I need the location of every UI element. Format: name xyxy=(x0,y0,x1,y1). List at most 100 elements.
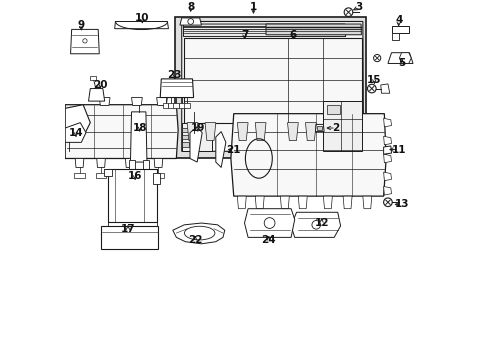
Polygon shape xyxy=(255,123,265,140)
Bar xyxy=(163,103,168,108)
Polygon shape xyxy=(215,132,225,167)
Polygon shape xyxy=(383,136,391,145)
Circle shape xyxy=(373,54,380,62)
Text: 1: 1 xyxy=(249,2,257,12)
Polygon shape xyxy=(190,127,202,162)
Polygon shape xyxy=(280,196,289,209)
Circle shape xyxy=(367,84,375,93)
Polygon shape xyxy=(298,196,306,209)
Polygon shape xyxy=(255,196,264,209)
Text: 14: 14 xyxy=(68,128,83,138)
Polygon shape xyxy=(130,112,147,162)
Polygon shape xyxy=(88,89,104,101)
Polygon shape xyxy=(104,168,112,176)
Bar xyxy=(168,103,174,108)
Bar xyxy=(184,103,190,108)
Text: 4: 4 xyxy=(394,15,402,26)
Polygon shape xyxy=(124,173,135,178)
Circle shape xyxy=(82,39,87,43)
Text: 23: 23 xyxy=(167,70,182,80)
Text: 5: 5 xyxy=(398,58,405,68)
Polygon shape xyxy=(154,158,163,167)
Polygon shape xyxy=(131,98,142,105)
Bar xyxy=(182,135,188,139)
Polygon shape xyxy=(160,79,193,98)
Polygon shape xyxy=(74,173,85,178)
Text: 18: 18 xyxy=(132,123,147,133)
Polygon shape xyxy=(287,123,298,140)
Polygon shape xyxy=(391,33,398,40)
Bar xyxy=(101,226,158,249)
Text: 3: 3 xyxy=(355,2,362,12)
Text: 2: 2 xyxy=(332,123,339,133)
Text: 7: 7 xyxy=(240,30,248,40)
Polygon shape xyxy=(182,123,212,151)
Polygon shape xyxy=(230,114,386,196)
Text: 9: 9 xyxy=(78,20,85,30)
Text: 16: 16 xyxy=(128,171,142,181)
Bar xyxy=(173,103,179,108)
Polygon shape xyxy=(65,123,86,142)
Text: 19: 19 xyxy=(190,123,204,133)
Polygon shape xyxy=(97,158,105,167)
Bar xyxy=(326,105,339,114)
Text: 12: 12 xyxy=(314,218,328,228)
Polygon shape xyxy=(315,125,324,132)
Polygon shape xyxy=(180,18,201,25)
Text: 17: 17 xyxy=(121,225,135,234)
Polygon shape xyxy=(383,154,391,163)
Polygon shape xyxy=(383,118,391,127)
Circle shape xyxy=(344,8,352,17)
Polygon shape xyxy=(380,84,389,93)
Circle shape xyxy=(383,198,391,207)
Text: 24: 24 xyxy=(261,235,276,245)
Circle shape xyxy=(264,218,274,228)
Bar xyxy=(317,126,322,130)
Polygon shape xyxy=(323,196,332,209)
Text: 11: 11 xyxy=(391,144,405,154)
Polygon shape xyxy=(265,24,361,35)
Bar xyxy=(179,103,184,108)
Text: 8: 8 xyxy=(187,2,194,12)
Bar xyxy=(182,128,188,132)
Polygon shape xyxy=(362,196,371,209)
Bar xyxy=(107,169,157,222)
Text: 15: 15 xyxy=(366,75,381,85)
Text: 10: 10 xyxy=(135,13,149,23)
Polygon shape xyxy=(237,196,246,209)
Polygon shape xyxy=(391,26,408,33)
Text: 20: 20 xyxy=(93,80,107,90)
Polygon shape xyxy=(387,53,412,63)
Bar xyxy=(174,17,366,158)
Polygon shape xyxy=(323,101,362,151)
Polygon shape xyxy=(244,209,294,237)
Polygon shape xyxy=(290,212,340,237)
Polygon shape xyxy=(99,98,110,105)
Polygon shape xyxy=(187,123,198,140)
Polygon shape xyxy=(305,123,316,140)
Polygon shape xyxy=(172,223,224,244)
Polygon shape xyxy=(115,22,168,29)
Text: 21: 21 xyxy=(225,144,240,154)
Polygon shape xyxy=(143,160,149,169)
Text: 22: 22 xyxy=(188,235,202,245)
Polygon shape xyxy=(96,173,106,178)
Polygon shape xyxy=(383,186,391,195)
Polygon shape xyxy=(125,158,134,167)
Polygon shape xyxy=(70,30,99,54)
Polygon shape xyxy=(399,53,410,63)
Polygon shape xyxy=(65,105,178,158)
Bar xyxy=(182,142,188,147)
Text: 6: 6 xyxy=(289,30,296,40)
Polygon shape xyxy=(75,158,83,167)
Circle shape xyxy=(311,221,320,229)
Polygon shape xyxy=(153,173,163,178)
Polygon shape xyxy=(182,22,363,151)
Polygon shape xyxy=(183,24,345,37)
Polygon shape xyxy=(343,196,351,209)
Polygon shape xyxy=(156,98,167,105)
Polygon shape xyxy=(129,160,135,169)
Text: 13: 13 xyxy=(394,199,408,210)
Polygon shape xyxy=(383,172,391,181)
Circle shape xyxy=(187,19,193,24)
